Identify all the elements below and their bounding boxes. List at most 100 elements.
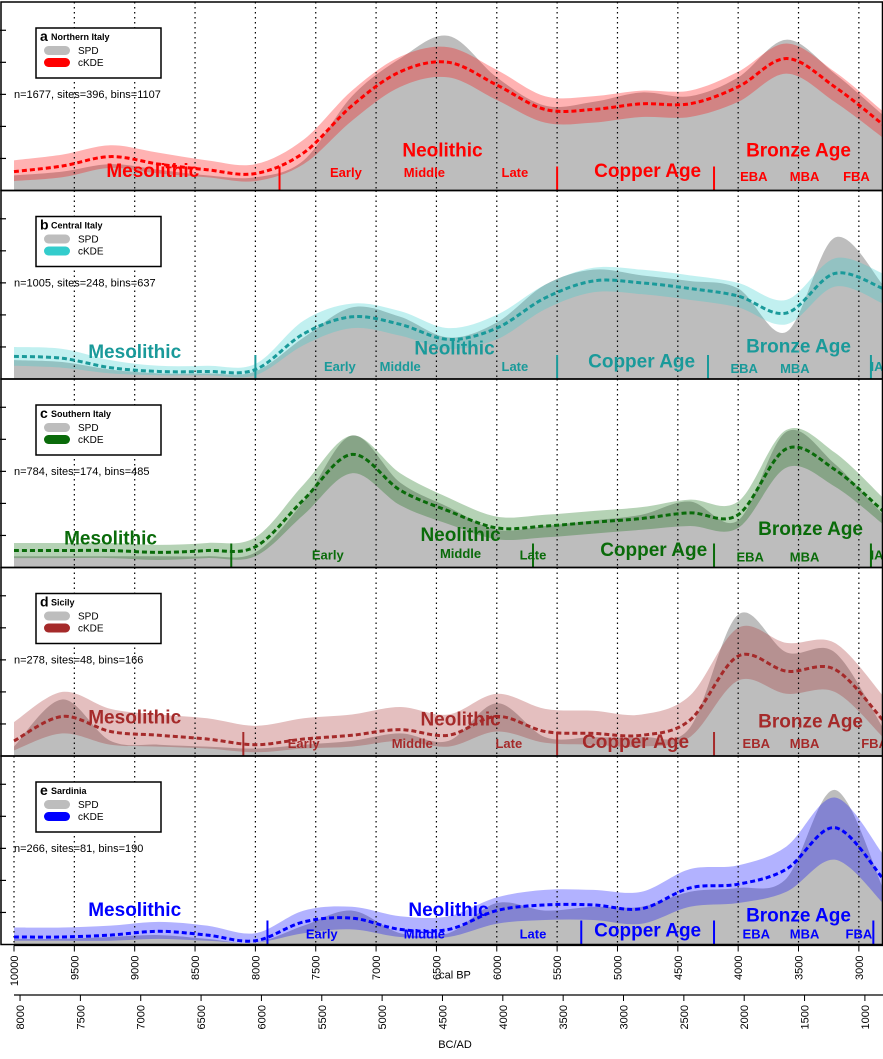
x-tick-label: 7000 — [371, 956, 383, 980]
panel-region: Sicily — [51, 598, 75, 608]
x-tick-label: 5500 — [552, 956, 564, 980]
period-label: Middle — [404, 927, 445, 942]
panel-letter: d — [40, 594, 49, 610]
period-label: Copper Age — [582, 732, 689, 753]
period-label: Early — [288, 736, 321, 751]
period-label: EBA — [730, 361, 758, 376]
spd-area — [14, 236, 883, 379]
period-label: Copper Age — [594, 921, 701, 942]
spd-area — [14, 612, 883, 756]
period-label: MBA — [780, 361, 810, 376]
legend-label: SPD — [78, 612, 99, 623]
period-label: Bronze Age — [758, 519, 863, 540]
x2-tick-label: 3500 — [558, 1005, 570, 1029]
legend-swatch — [44, 58, 70, 67]
panel: Mesolithic Early Neolithic Middle Late Copper… — [0, 1, 883, 192]
legend-swatch — [44, 435, 70, 444]
period-label: Middle — [404, 165, 445, 180]
ckde-envelope — [14, 43, 883, 182]
x-tick-label: 9000 — [130, 956, 142, 980]
x-tick-label: 7500 — [311, 956, 323, 980]
stats: n=278, sites=48, bins=166 — [14, 655, 143, 667]
legend-label: SPD — [78, 46, 99, 57]
legend-label: cKDE — [78, 247, 104, 258]
period-label: EBA — [743, 927, 771, 942]
period-label: Middle — [440, 546, 481, 561]
legend-swatch — [44, 611, 70, 621]
x-tick-label: 4500 — [673, 956, 685, 980]
spd-area — [14, 789, 883, 945]
period-label: Middle — [380, 359, 421, 374]
stats: n=266, sites=81, bins=190 — [14, 843, 143, 855]
x-tick-label: 3000 — [854, 956, 866, 980]
panel-region: Northern Italy — [51, 32, 110, 42]
period-label: Middle — [392, 736, 433, 751]
x2-tick-label: 2000 — [739, 1005, 751, 1029]
ckde-line — [13, 271, 883, 375]
period-label: Mesolithic — [88, 900, 181, 921]
x-axis-title: cal BP — [439, 970, 471, 982]
period-label: Neolithic — [420, 710, 501, 731]
x2-tick-label: 8000 — [15, 1005, 27, 1029]
period-label: Neolithic — [408, 900, 489, 921]
period-label: MBA — [790, 927, 820, 942]
legend-label: cKDE — [78, 435, 104, 446]
legend-label: cKDE — [78, 812, 104, 823]
ckde-line — [13, 652, 883, 747]
x2-axis-title: BC/AD — [438, 1039, 472, 1051]
x2-tick-label: 4500 — [437, 1005, 449, 1029]
legend-label: SPD — [78, 423, 99, 434]
x-tick-label: 10000 — [9, 956, 21, 987]
period-label: Late — [495, 736, 522, 751]
period-label: Mesolithic — [88, 708, 181, 729]
period-label: EBA — [743, 736, 771, 751]
legend-swatch — [44, 623, 70, 633]
panel-region: Central Italy — [51, 221, 103, 231]
legend-label: SPD — [78, 800, 99, 811]
x2-tick-label: 3000 — [619, 1005, 631, 1029]
stats: n=1005, sites=248, bins=637 — [14, 278, 156, 290]
stats: n=784, sites=174, bins=485 — [14, 466, 149, 478]
x-tick-label: 6000 — [492, 956, 504, 980]
period-label: Late — [520, 548, 547, 563]
period-label: EBA — [737, 550, 765, 565]
period-label: Bronze Age — [746, 336, 851, 357]
panel-letter: e — [40, 782, 48, 798]
x-tick-label: 3500 — [794, 956, 806, 980]
x-tick-label: 4000 — [733, 956, 745, 980]
period-label: Early — [312, 548, 345, 563]
x2-tick-label: 5500 — [317, 1005, 329, 1029]
legend-swatch — [44, 800, 70, 809]
period-label: Bronze Age — [746, 906, 851, 927]
period-label: Bronze Age — [758, 711, 863, 732]
x-tick-label: 5000 — [612, 956, 624, 980]
period-label: Late — [502, 359, 529, 374]
period-label: MBA — [790, 550, 820, 565]
panel-letter: c — [40, 405, 48, 421]
x2-tick-label: 5000 — [377, 1005, 389, 1029]
period-label: Mesolithic — [88, 342, 181, 363]
legend-swatch — [44, 234, 70, 244]
x2-tick-label: 1000 — [860, 1005, 872, 1029]
period-label: Bronze Age — [746, 140, 851, 161]
period-label: MBA — [790, 736, 820, 751]
x2-tick-label: 7000 — [136, 1005, 148, 1029]
ckde-envelope — [14, 625, 883, 753]
x-tick-label: 9500 — [69, 956, 81, 980]
period-label: IA — [870, 548, 883, 563]
x-tick-label: 8000 — [250, 956, 262, 980]
x2-tick-label: 1500 — [800, 1005, 812, 1029]
panel: Mesolithic Neolithic Early Middle Late Copper… — [0, 566, 883, 757]
legend-label: cKDE — [78, 58, 104, 69]
ckde-envelope — [14, 797, 883, 943]
ckde-line — [14, 445, 883, 554]
period-label: Neolithic — [420, 525, 501, 546]
panel-letter: b — [40, 217, 49, 233]
x2-tick-label: 4000 — [498, 1005, 510, 1029]
period-label: Mesolithic — [106, 161, 199, 182]
x2-tick-label: 7500 — [75, 1005, 87, 1029]
panel: Mesolithic Neolithic Early Middle Late Copper… — [0, 755, 883, 946]
period-label: Neolithic — [414, 338, 495, 359]
